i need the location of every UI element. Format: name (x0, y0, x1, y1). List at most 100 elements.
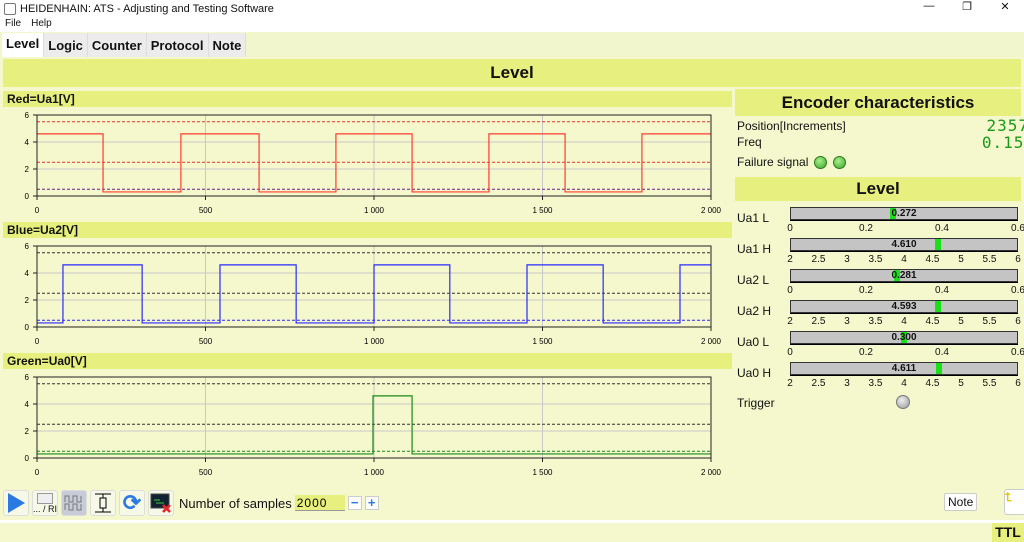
chart-title-ua0: Green=Ua0[V] (3, 353, 732, 369)
gauge-label: Ua0 H (737, 366, 772, 380)
level-gauge: 4.610 2 2.5 3 3.5 4 4.5 5 5.5 6 (787, 238, 1021, 266)
title-bar: HEIDENHAIN: ATS - Adjusting and Testing … (0, 0, 1024, 18)
y-tick-label: 4 (25, 269, 30, 278)
app-icon (4, 3, 16, 15)
gauge-tick-label: 4 (901, 254, 907, 265)
samples-increment-button[interactable]: + (364, 496, 379, 510)
resistor-button[interactable] (90, 490, 116, 516)
ri-button[interactable]: ... / RI (32, 490, 58, 516)
tab-protocol[interactable]: Protocol (146, 33, 209, 57)
gauge-scale: 2 2.5 3 3.5 4 4.5 5 5.5 6 (787, 251, 1021, 266)
x-tick-label: 1 500 (532, 206, 553, 215)
gauge-tick-label: 4.5 (925, 316, 940, 327)
freq-value: 0.159 (981, 133, 1024, 152)
gauge-scale: 0 0.2 0.4 0.6 (787, 344, 1024, 359)
freq-label: Freq (737, 135, 762, 149)
play-icon (8, 493, 25, 513)
x-tick-label: 1 500 (532, 337, 553, 346)
x-tick-label: 0 (35, 468, 40, 477)
close-button[interactable]: ✕ (1000, 1, 1010, 13)
maximize-button[interactable]: ❐ (962, 1, 972, 13)
gauge-tick-label: 3 (844, 316, 850, 327)
y-tick-label: 2 (25, 296, 30, 305)
trigger-led (896, 395, 910, 409)
y-tick-label: 6 (25, 111, 30, 120)
gauge-scale: 0 0.2 0.4 0.6 (787, 282, 1024, 297)
play-button[interactable] (3, 490, 29, 516)
position-value: 2357 (986, 116, 1024, 135)
clear-display-button[interactable] (148, 490, 174, 516)
chart-title-ua2: Blue=Ua2[V] (3, 222, 732, 238)
samples-input[interactable] (294, 495, 345, 511)
level-gauge: 0.272 0 0.2 0.4 0.6 (787, 207, 1024, 235)
gauge-tick-label: 2.5 (811, 254, 826, 265)
y-tick-label: 2 (25, 427, 30, 436)
gauge-indicator (890, 208, 897, 219)
gauge-value: 4.611 (891, 363, 917, 374)
gauge-value: 0.281 (891, 270, 917, 281)
x-tick-label: 1 000 (364, 337, 385, 346)
tab-level[interactable]: Level (2, 33, 45, 57)
gauge-indicator (934, 301, 941, 312)
samples-label: Number of samples (179, 495, 292, 511)
tab-note[interactable]: Note (208, 33, 247, 57)
gauge-tick-label: 2 (787, 378, 793, 389)
signal-line (37, 264, 711, 324)
gauge-tick-label: 5.5 (982, 254, 997, 265)
x-tick-label: 0 (35, 337, 40, 346)
x-tick-label: 500 (199, 206, 213, 215)
gauge-tick-label: 0.4 (935, 285, 949, 296)
ri-label: ... / RI (33, 503, 58, 514)
gauge-tick-label: 0.6 (1011, 347, 1024, 358)
gauge-tick-label: 4.5 (925, 254, 940, 265)
gauge-label: Ua1 H (737, 242, 772, 256)
toolbar: ... / RI ⟳ Number of samples − + (0, 488, 1024, 518)
gauge-tick-label: 0.2 (859, 347, 873, 358)
x-tick-label: 2 000 (701, 206, 722, 215)
x-tick-label: 1 000 (364, 468, 385, 477)
x-tick-label: 500 (199, 468, 213, 477)
menu-help[interactable]: Help (31, 18, 52, 29)
tab-bar: Level Logic Counter Protocol Note (0, 33, 1024, 57)
gauge-indicator (901, 332, 907, 343)
gauge-indicator (893, 270, 900, 281)
gauge-value: 0.272 (891, 208, 917, 219)
tab-logic[interactable]: Logic (44, 33, 88, 57)
gauge-tick-label: 5.5 (982, 378, 997, 389)
right-panel: Encoder characteristics Position[Increme… (735, 89, 1024, 484)
gauge-tick-label: 2 (787, 316, 793, 327)
refresh-button[interactable]: ⟳ (119, 490, 145, 516)
samples-decrement-button[interactable]: − (347, 496, 362, 510)
refresh-icon: ⟳ (122, 490, 142, 515)
chart-background (3, 238, 732, 352)
gauge-tick-label: 6 (1015, 254, 1021, 265)
gauge-tick-label: 5 (958, 378, 964, 389)
tab-counter[interactable]: Counter (87, 33, 147, 57)
level-title: Level (735, 177, 1021, 201)
square-wave-button[interactable] (61, 490, 87, 516)
y-tick-label: 0 (25, 323, 30, 332)
gauge-tick-label: 4 (901, 378, 907, 389)
trigger-label: Trigger (737, 396, 775, 410)
x-tick-label: 1 500 (532, 468, 553, 477)
level-gauge: 0.300 0 0.2 0.4 0.6 (787, 331, 1024, 359)
menu-file[interactable]: File (5, 18, 22, 29)
failure-led-2 (833, 156, 847, 170)
gauge-tick-label: 0.2 (859, 285, 873, 296)
chart-background (3, 369, 732, 483)
minimize-button[interactable]: — (923, 0, 935, 12)
note-button[interactable]: Note (944, 493, 978, 511)
gauge-tick-label: 2 (787, 254, 793, 265)
level-gauge: 4.611 2 2.5 3 3.5 4 4.5 5 5.5 6 (787, 362, 1021, 390)
resistor-icon (95, 493, 111, 513)
chart-ua2: 0 500 1 000 1 500 2 000 0 2 4 6 (3, 238, 732, 352)
gauge-tick-label: 3 (844, 254, 850, 265)
window-title: HEIDENHAIN: ATS - Adjusting and Testing … (20, 3, 274, 15)
gauge-tick-label: 4.5 (925, 378, 940, 389)
gauge-bar: 0.281 (790, 269, 1018, 282)
gauge-tick-label: 5 (958, 316, 964, 327)
exit-button[interactable]: ⮤ (1004, 489, 1024, 515)
gauge-indicator (935, 239, 942, 250)
gauge-bar: 4.611 (790, 362, 1018, 375)
gauge-label: Ua2 H (737, 304, 772, 318)
